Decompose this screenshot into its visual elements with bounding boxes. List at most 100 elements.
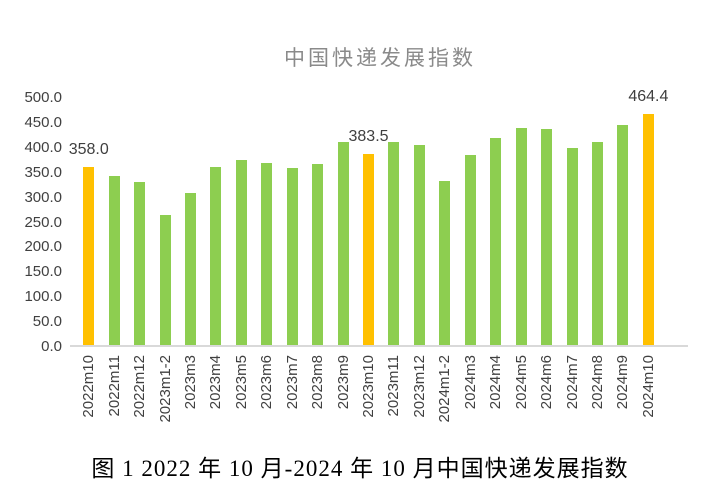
x-axis-tick-label: 2023m8 bbox=[309, 355, 327, 410]
plot-area: 358.0 383.5 464.4 bbox=[69, 88, 688, 347]
bar-column bbox=[203, 96, 228, 345]
bar-column bbox=[127, 96, 152, 345]
bar-column: 358.0 bbox=[69, 96, 109, 345]
x-axis-tick-label: 2023m9 bbox=[334, 355, 352, 410]
bar-column: 464.4 bbox=[628, 88, 668, 345]
x-axis-tick: 2023m12 bbox=[407, 355, 432, 447]
x-axis-tick: 2023m7 bbox=[280, 355, 305, 447]
x-axis-tick-label: 2023m1-2 bbox=[156, 355, 174, 423]
bar-column bbox=[508, 96, 533, 345]
bar bbox=[617, 125, 629, 345]
bar bbox=[490, 138, 502, 345]
x-axis-tick: 2023m11 bbox=[381, 355, 406, 447]
x-axis: 2022m10 2022m11 2022m12 2023m1-2 2023m3 2023m… bbox=[76, 355, 661, 447]
bar-data-label: 383.5 bbox=[348, 128, 389, 145]
x-axis-tick: 2023m9 bbox=[330, 355, 355, 447]
x-axis-tick: 2024m6 bbox=[534, 355, 559, 447]
bar bbox=[363, 154, 375, 345]
y-axis-tick-label: 150.0 bbox=[24, 263, 62, 281]
x-axis-tick-label: 2024m9 bbox=[614, 355, 632, 410]
bars-row: 358.0 383.5 464.4 bbox=[69, 88, 668, 345]
bar-column bbox=[407, 96, 432, 345]
bar bbox=[312, 164, 324, 345]
bar-column bbox=[559, 96, 584, 345]
bar-column bbox=[229, 96, 254, 345]
y-axis-tick-label: 300.0 bbox=[24, 188, 62, 206]
y-axis-tick-label: 350.0 bbox=[24, 163, 62, 181]
bar-column: 383.5 bbox=[349, 96, 389, 345]
figure-caption: 图 1 2022 年 10 月-2024 年 10 月中国快递发展指数 bbox=[91, 456, 629, 481]
bar bbox=[83, 167, 95, 345]
bar-column bbox=[101, 96, 126, 345]
bar-column bbox=[178, 96, 203, 345]
bar bbox=[439, 181, 451, 345]
y-axis-tick-label: 250.0 bbox=[24, 213, 62, 231]
x-axis-tick-label: 2022m12 bbox=[131, 355, 149, 418]
bar bbox=[388, 142, 400, 345]
bar bbox=[235, 160, 247, 345]
x-axis-tick: 2022m10 bbox=[76, 355, 101, 447]
chart-title: 中国快递发展指数 bbox=[284, 46, 476, 70]
bar-column bbox=[254, 96, 279, 345]
bar bbox=[108, 176, 120, 345]
bar bbox=[261, 163, 273, 345]
x-axis-tick: 2022m12 bbox=[127, 355, 152, 447]
x-axis-tick: 2024m5 bbox=[508, 355, 533, 447]
bar-column bbox=[381, 96, 406, 345]
bar bbox=[210, 167, 222, 345]
x-axis-tick-label: 2023m11 bbox=[385, 355, 403, 417]
bar bbox=[591, 142, 603, 345]
bar-data-label: 464.4 bbox=[628, 88, 669, 105]
bar bbox=[642, 114, 654, 345]
x-axis-tick: 2024m9 bbox=[610, 355, 635, 447]
x-axis-tick: 2024m4 bbox=[483, 355, 508, 447]
x-axis-tick-label: 2023m7 bbox=[283, 355, 301, 410]
x-axis-tick-label: 2023m3 bbox=[181, 355, 199, 410]
x-axis-tick-label: 2024m5 bbox=[512, 355, 530, 410]
bar bbox=[413, 145, 425, 345]
y-axis-tick-label: 100.0 bbox=[24, 288, 62, 306]
bar bbox=[159, 215, 171, 345]
x-axis-tick: 2023m6 bbox=[254, 355, 279, 447]
x-axis-tick: 2023m3 bbox=[178, 355, 203, 447]
x-axis-tick-label: 2024m4 bbox=[487, 355, 505, 410]
bar-column bbox=[483, 96, 508, 345]
x-axis-tick: 2023m1-2 bbox=[152, 355, 177, 447]
x-axis-tick: 2024m10 bbox=[636, 355, 661, 447]
y-axis-tick-label: 450.0 bbox=[24, 113, 62, 131]
x-axis-tick-label: 2024m3 bbox=[461, 355, 479, 410]
x-axis-tick-label: 2023m6 bbox=[258, 355, 276, 410]
y-axis-tick-label: 400.0 bbox=[24, 138, 62, 156]
bar-column bbox=[458, 96, 483, 345]
bar-column bbox=[330, 96, 355, 345]
x-axis-tick: 2023m8 bbox=[305, 355, 330, 447]
x-axis-tick: 2023m10 bbox=[356, 355, 381, 447]
bar bbox=[566, 148, 578, 345]
bar-column bbox=[305, 96, 330, 345]
bar bbox=[337, 142, 349, 345]
bar bbox=[464, 155, 476, 345]
x-axis-tick-label: 2024m7 bbox=[563, 355, 581, 410]
x-axis-tick-label: 2024m8 bbox=[588, 355, 606, 410]
x-axis-tick-label: 2024m6 bbox=[538, 355, 556, 410]
bar bbox=[541, 129, 553, 345]
bar-column bbox=[610, 96, 635, 345]
bar-column bbox=[152, 96, 177, 345]
bar-column bbox=[432, 96, 457, 345]
x-axis-tick: 2024m3 bbox=[458, 355, 483, 447]
bar-column bbox=[585, 96, 610, 345]
bar-column bbox=[280, 96, 305, 345]
x-axis-tick: 2024m1-2 bbox=[432, 355, 457, 447]
x-axis-tick: 2022m11 bbox=[101, 355, 126, 447]
x-axis-tick-label: 2024m10 bbox=[639, 355, 657, 418]
x-axis-tick: 2024m8 bbox=[585, 355, 610, 447]
x-axis-tick: 2023m4 bbox=[203, 355, 228, 447]
bar-column bbox=[534, 96, 559, 345]
bar-data-label: 358.0 bbox=[68, 141, 109, 158]
bar bbox=[184, 193, 196, 345]
y-axis-tick-label: 50.0 bbox=[32, 313, 62, 331]
x-axis-tick-label: 2023m4 bbox=[207, 355, 225, 410]
bar bbox=[286, 168, 298, 345]
bar bbox=[134, 182, 146, 345]
